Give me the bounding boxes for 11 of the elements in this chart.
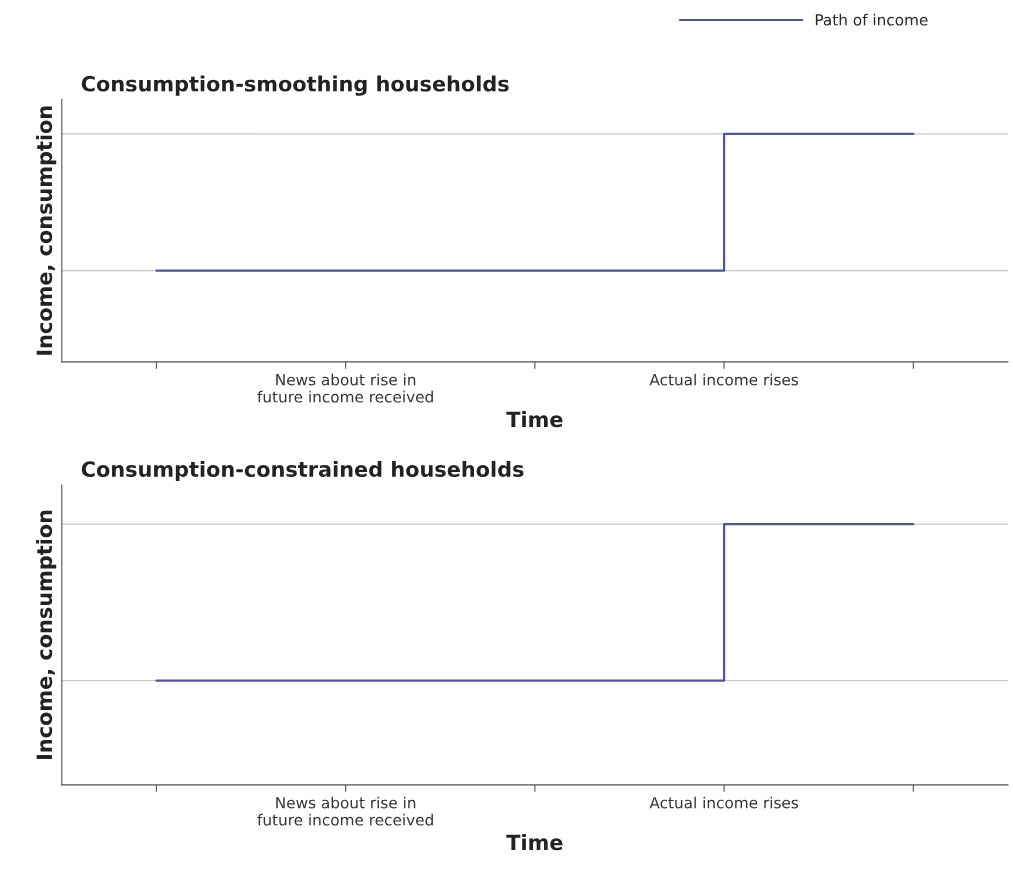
x-tick-label: News about rise in future income received: [257, 373, 433, 403]
chart-title: Consumption-constrained households: [81, 460, 524, 482]
x-tick-label: Actual income rises: [649, 373, 799, 386]
y-axis-title: Income, consumption: [36, 510, 57, 759]
text: Path of income: [815, 13, 928, 26]
x-axis-title: Time: [506, 834, 563, 851]
x-axis-title: Time: [506, 411, 563, 428]
y-axis-title: Income, consumption: [36, 106, 57, 355]
x-tick-label: News about rise in future income received: [257, 796, 433, 826]
x-tick-label: Actual income rises: [649, 796, 799, 809]
chart-title: Consumption-smoothing households: [81, 75, 509, 96]
